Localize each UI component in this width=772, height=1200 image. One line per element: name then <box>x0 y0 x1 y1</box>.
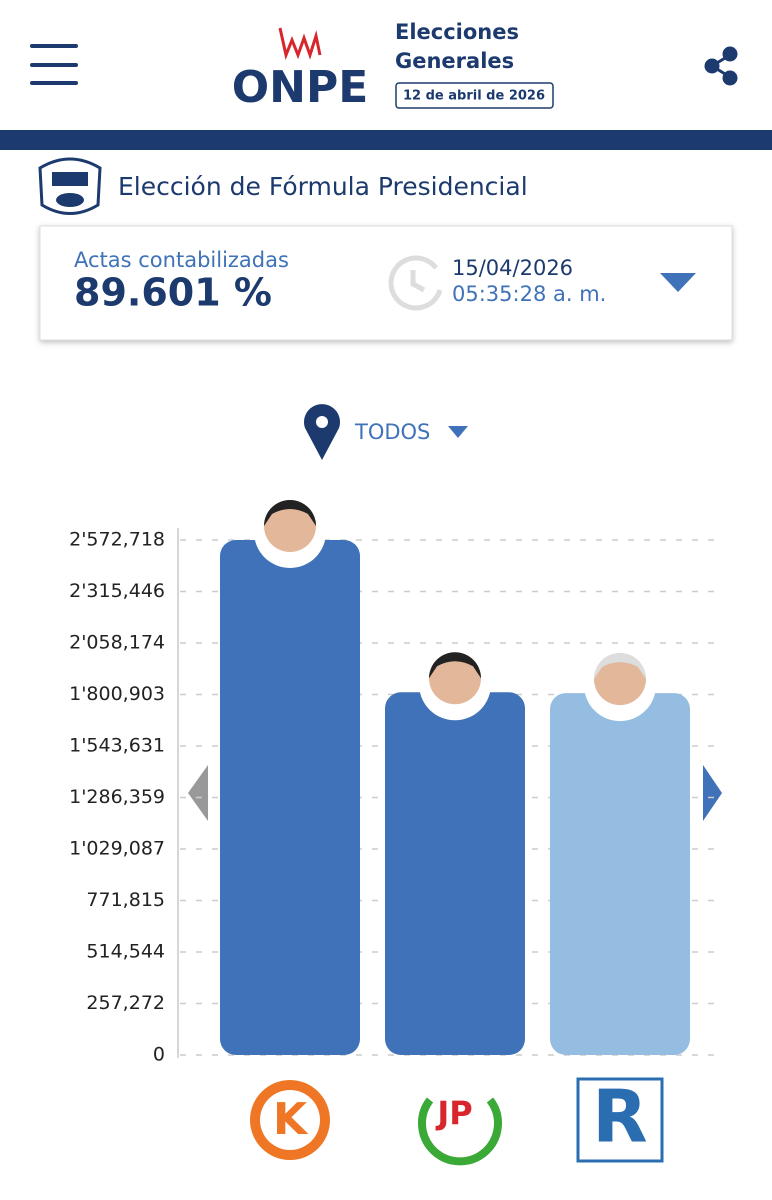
y-tick-label: 2'572,718 <box>69 529 165 551</box>
bar <box>220 540 360 1055</box>
y-tick-label: 2'315,446 <box>69 580 165 602</box>
y-tick-label: 1'286,359 <box>69 786 165 808</box>
party-logo: R <box>576 1075 664 1163</box>
y-tick-label: 771,815 <box>86 889 165 911</box>
location-filter[interactable]: TODOS <box>354 420 430 444</box>
event-title: Elecciones <box>395 20 519 44</box>
candidate-hair <box>429 652 481 679</box>
dropdown-toggle[interactable] <box>660 273 696 292</box>
y-tick-label: 514,544 <box>86 940 165 962</box>
bar <box>550 693 690 1055</box>
y-tick-label: 1'543,631 <box>69 734 165 756</box>
y-tick-label: 1'800,903 <box>69 683 165 705</box>
y-tick-label: 1'029,087 <box>69 838 165 860</box>
event-title: Generales <box>395 49 514 73</box>
clock-icon <box>388 255 443 311</box>
svg-text:JP: JP <box>435 1094 472 1132</box>
candidate-photo <box>594 653 646 706</box>
date-badge <box>395 82 554 109</box>
logo-mark <box>278 27 322 61</box>
summary-date: 15/04/2026 <box>452 256 573 280</box>
section-title: Elección de Fórmula Presidencial <box>118 172 528 201</box>
summary-percent: 89.601 % <box>74 271 272 315</box>
bar <box>385 692 525 1055</box>
svg-text:K: K <box>273 1094 309 1145</box>
event-date: 12 de abril de 2026 <box>403 89 545 104</box>
filter-toggle[interactable] <box>448 426 468 438</box>
candidate-photo <box>264 500 316 552</box>
summary-card <box>39 225 733 341</box>
y-tick-label: 2'058,174 <box>69 632 165 654</box>
party-logo: K <box>250 1080 330 1160</box>
party-logo: JP <box>418 1094 502 1166</box>
svg-text:R: R <box>592 1075 647 1159</box>
prev-button[interactable] <box>188 765 208 821</box>
candidate-photo <box>429 652 481 705</box>
coat-of-arms <box>38 157 102 215</box>
summary-label: Actas contabilizadas <box>74 248 289 272</box>
logo-text: ONPE <box>232 62 369 113</box>
location-pin-dot <box>316 416 328 428</box>
location-pin <box>304 404 340 460</box>
next-button[interactable] <box>703 765 722 821</box>
header-band <box>0 130 772 150</box>
y-tick-label: 257,272 <box>86 992 165 1014</box>
candidate-hair <box>264 500 316 526</box>
candidate-hair <box>594 653 646 680</box>
summary-time: 05:35:28 a. m. <box>452 282 606 306</box>
share-button[interactable] <box>704 46 738 86</box>
menu-button[interactable] <box>30 44 78 85</box>
y-tick-label: 0 <box>153 1044 165 1066</box>
